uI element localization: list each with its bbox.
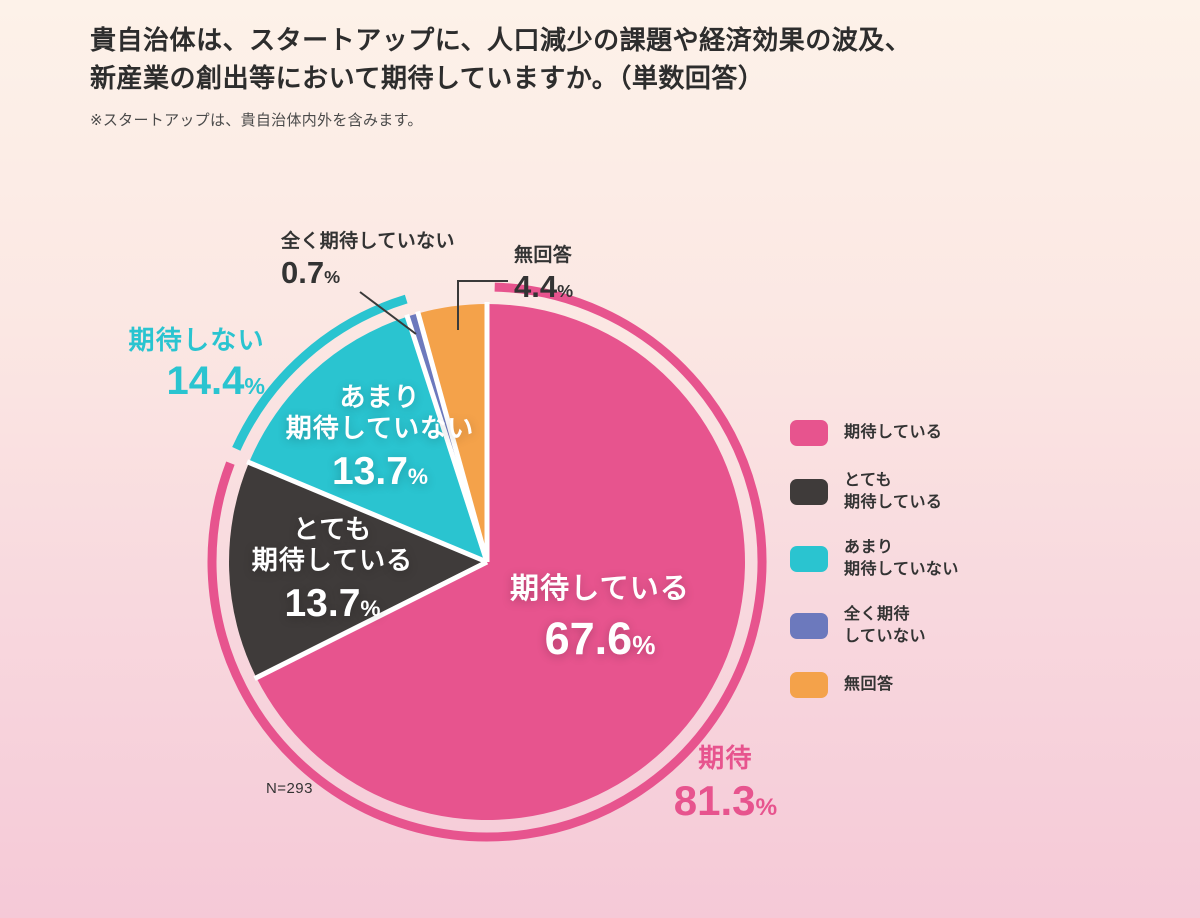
- legend-swatch-orange: [790, 671, 828, 698]
- legend-swatch-cyan: [790, 545, 828, 572]
- title-line-1: 貴自治体は、スタートアップに、人口減少の課題や経済効果の波及、: [90, 25, 912, 55]
- legend-swatch-purple: [790, 612, 828, 639]
- outer-label-kitai: 期待 81.3%: [643, 743, 808, 825]
- callout-mukaito-value: 4.4%: [514, 269, 574, 304]
- legend-swatch-pink: [790, 420, 828, 446]
- leader-line-zenku-kitai: [359, 291, 417, 335]
- outer-arcs-group: [207, 282, 767, 842]
- pie-label-totemo: とても 期待している 13.7%: [230, 514, 435, 627]
- outer-label-kitai-value: 81.3%: [673, 777, 778, 825]
- pie-slice-0: [256, 303, 746, 820]
- legend-label-text: とても: [844, 472, 893, 489]
- callout-zenku-value: 0.7%: [281, 255, 341, 290]
- legend-label-text: 期待している: [844, 493, 943, 511]
- pie-slice-2: [249, 316, 487, 562]
- page-title: 貴自治体は、スタートアップに、人口減少の課題や経済効果の波及、 新産業の創出等に…: [90, 22, 911, 97]
- pie-label-amari-value: 13.7%: [331, 450, 428, 494]
- legend-item-kitaishiteiru: 期待している: [790, 420, 959, 446]
- outer-arc-0: [207, 282, 767, 842]
- legend-item-mukaito: 無回答: [790, 671, 959, 698]
- pie-slice-1: [229, 462, 487, 678]
- outer-arc-1: [232, 294, 408, 451]
- legend-label-text: 期待していない: [844, 560, 959, 578]
- legend-label-text: あまり: [844, 539, 894, 557]
- outer-label-kitai-text: 期待: [698, 743, 753, 773]
- pie-label-kitaishiteiru-value: 67.6%: [544, 613, 656, 665]
- legend: 期待している とても 期待している あまり 期待していない 全く期待 していない: [790, 420, 959, 698]
- callout-zenku-label: 全く期待していない: [281, 231, 455, 252]
- callout-zenku-kitai: 全く期待していない 0.7%: [281, 226, 455, 291]
- slice-separator-1: [253, 559, 489, 681]
- legend-item-totemo: とても 期待している: [790, 470, 959, 513]
- pie-label-kitaishiteiru: 期待している 67.6%: [495, 572, 705, 665]
- outer-label-kitaishinai-text: 期待しない: [128, 325, 265, 355]
- leader-line-mukaito: [457, 280, 508, 330]
- slice-separator-4: [415, 310, 490, 563]
- sample-size-label: N=293: [266, 780, 313, 797]
- callout-mukaito-label: 無回答: [514, 245, 573, 266]
- outer-label-kitaishinai-value: 14.4%: [166, 359, 265, 404]
- legend-label-text: 無回答: [844, 675, 894, 693]
- legend-label-text: していない: [844, 627, 926, 645]
- callout-mukaito: 無回答 4.4%: [514, 240, 573, 305]
- legend-item-zenku: 全く期待 していない: [790, 604, 959, 647]
- slice-separator-2: [246, 459, 488, 565]
- chart-footnote: ※スタートアップは、貴自治体内外を含みます。: [90, 112, 423, 130]
- chart-title-block: 貴自治体は、スタートアップに、人口減少の課題や経済効果の波及、 新産業の創出等に…: [90, 22, 911, 130]
- outer-label-kitaishinai: 期待しない 14.4%: [110, 325, 265, 404]
- pie-label-totemo-value: 13.7%: [284, 582, 381, 626]
- legend-swatch-darkgray: [790, 478, 828, 505]
- legend-label-text: 期待している: [844, 424, 943, 442]
- title-line-2: 新産業の創出等において期待していますか。（単数回答）: [90, 62, 765, 93]
- pie-slices-group: [229, 302, 746, 820]
- legend-item-amari: あまり 期待していない: [790, 537, 959, 580]
- legend-label-text: 全く期待: [844, 606, 910, 624]
- pie-label-amari: あまり 期待していない 13.7%: [275, 382, 485, 495]
